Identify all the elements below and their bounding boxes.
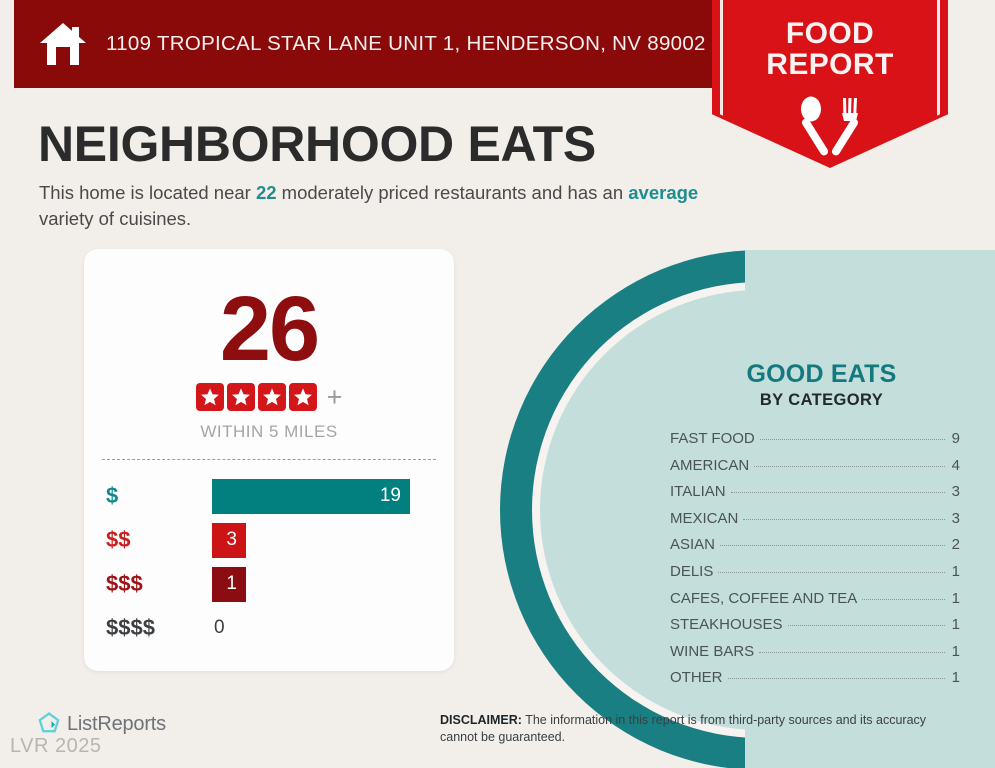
home-icon [40, 23, 86, 65]
good-eats-row: MEXICAN 3 [670, 510, 960, 537]
good-eats-category: DELIS [670, 562, 714, 580]
dot-leader [787, 625, 945, 627]
price-level-label: $ [106, 483, 119, 508]
good-eats-category: ASIAN [670, 536, 716, 554]
plus-sign: + [326, 381, 343, 412]
card-divider [102, 459, 436, 460]
badge-title: FOOD REPORT [712, 17, 948, 81]
star-icon [195, 383, 224, 411]
good-eats-count: 3 [951, 483, 960, 501]
badge-title-line1: FOOD [785, 17, 875, 50]
good-eats-count: 1 [951, 589, 960, 607]
good-eats-panel [745, 250, 995, 768]
subtitle-part2: moderately priced restaurants and has an [276, 182, 629, 203]
good-eats-count: 4 [951, 456, 960, 474]
restaurant-count: 26 [219, 278, 320, 380]
good-eats-row: FAST FOOD 9 [670, 430, 960, 457]
price-level-bar: 19 [212, 478, 410, 514]
good-eats-category: OTHER [670, 669, 723, 687]
disclaimer-text: The information in this report is from t… [440, 713, 927, 744]
good-eats-header: GOOD EATS BY CATEGORY [648, 360, 995, 410]
price-level-row: $$$ 1 [84, 562, 454, 606]
teal-circle-graphic [500, 250, 995, 768]
price-level-row: $$$$ 0 [84, 606, 454, 650]
good-eats-subtitle: BY CATEGORY [759, 391, 884, 409]
price-level-label: $$$ [106, 571, 143, 596]
good-eats-category: AMERICAN [670, 456, 750, 474]
price-level-row: $19 [84, 474, 454, 518]
food-report-badge: FOOD REPORT [712, 0, 948, 168]
price-level-bar: 3 [212, 522, 246, 558]
dot-leader [754, 465, 945, 467]
good-eats-row: WINE BARS 1 [670, 643, 960, 670]
dot-leader [718, 571, 945, 573]
price-level-label: $$$$ [106, 615, 155, 640]
nearby-restaurants-card: 26 + WITHIN 5 MILES $19 $$ 3 $$$ 1 $$$$ 0 [84, 249, 454, 671]
disclaimer: DISCLAIMER: The information in this repo… [440, 712, 960, 746]
dot-leader [730, 492, 945, 494]
star-icon [257, 383, 286, 411]
listreports-pentagon-icon [38, 712, 60, 733]
star-icon [226, 383, 255, 411]
dot-leader [759, 439, 945, 440]
good-eats-category: WINE BARS [670, 642, 755, 660]
header-address: 1109 TROPICAL STAR LANE UNIT 1, HENDERSO… [106, 32, 706, 55]
good-eats-category: STEAKHOUSES [670, 616, 783, 634]
dot-leader [759, 651, 945, 653]
subtitle-part3: variety of cuisines. [39, 207, 192, 229]
subtitle-highlight-variety: average [628, 182, 699, 203]
good-eats-row: ITALIAN 3 [670, 483, 960, 510]
good-eats-count: 1 [951, 562, 960, 580]
spoon-fork-icon [801, 96, 859, 156]
price-level-label: $$ [106, 527, 131, 552]
good-eats-count: 1 [951, 669, 960, 687]
good-eats-category: MEXICAN [670, 509, 739, 527]
good-eats-count: 2 [951, 536, 960, 554]
page-title: NEIGHBORHOOD EATS [38, 116, 596, 172]
within-radius-label: WITHIN 5 MILES [200, 422, 338, 441]
good-eats-category: FAST FOOD [670, 430, 755, 447]
price-level-row: $$ 3 [84, 518, 454, 562]
good-eats-row: DELIS 1 [670, 563, 960, 590]
good-eats-category: ITALIAN [670, 483, 726, 501]
dot-leader [862, 598, 945, 600]
listreports-logo: ListReports [38, 712, 166, 736]
good-eats-row: OTHER 1 [670, 669, 960, 696]
good-eats-list: FAST FOOD 9 AMERICAN 4 ITALIAN 3 MEXICAN 3 ASIAN… [670, 430, 960, 696]
disclaimer-label: DISCLAIMER: [440, 713, 522, 727]
star-icon [288, 383, 317, 411]
page-subtitle: This home is located near 22 moderately … [39, 180, 699, 232]
good-eats-row: CAFES, COFFEE AND TEA 1 [670, 590, 960, 617]
price-level-zero-value: 0 [214, 617, 225, 638]
subtitle-part1: This home is located near [39, 182, 256, 203]
good-eats-count: 9 [951, 430, 960, 447]
dot-leader [743, 518, 945, 520]
good-eats-row: STEAKHOUSES 1 [670, 616, 960, 643]
dot-leader [720, 545, 945, 547]
good-eats-row: ASIAN 2 [670, 536, 960, 563]
subtitle-highlight-count: 22 [255, 182, 277, 203]
price-level-chart: $19 $$ 3 $$$ 1 $$$$ 0 [84, 474, 454, 650]
good-eats-count: 3 [951, 509, 960, 527]
good-eats-row: AMERICAN 4 [670, 457, 960, 484]
watermark: LVR 2025 [10, 735, 102, 757]
header-band: 1109 TROPICAL STAR LANE UNIT 1, HENDERSO… [14, 0, 714, 88]
good-eats-title: GOOD EATS [746, 360, 897, 388]
star-rating: + [84, 383, 454, 411]
good-eats-count: 1 [951, 642, 960, 660]
badge-title-line2: REPORT [766, 47, 894, 81]
price-level-bar: 1 [212, 566, 246, 602]
good-eats-count: 1 [951, 616, 960, 634]
listreports-logo-text: ListReports [67, 712, 166, 735]
good-eats-category: CAFES, COFFEE AND TEA [670, 589, 858, 607]
dot-leader [727, 678, 945, 680]
